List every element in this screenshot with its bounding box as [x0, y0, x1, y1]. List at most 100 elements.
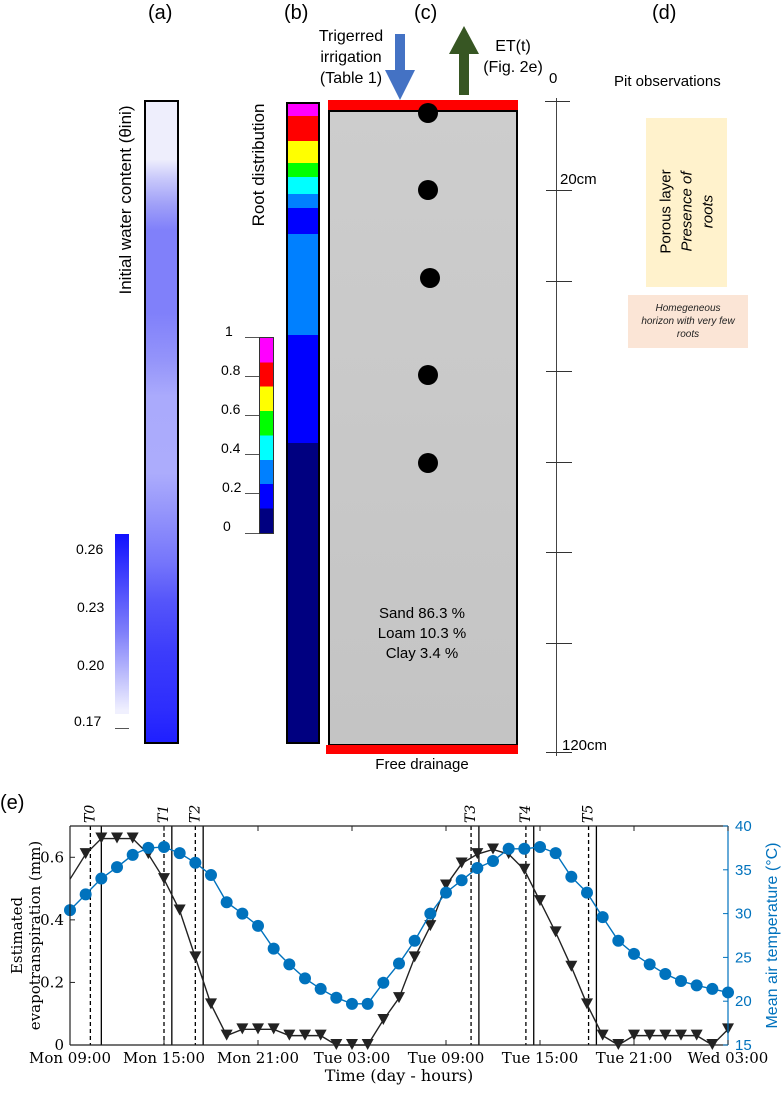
et-label-line: (Fig. 2e) — [483, 59, 543, 76]
panel-label-e: (e) — [0, 792, 25, 814]
root-segment — [288, 194, 318, 208]
event-label: T4 — [518, 805, 534, 823]
composition-line: Clay 3.4 % — [385, 645, 459, 662]
tick-mark — [245, 415, 259, 416]
et-point — [220, 1029, 233, 1041]
sensor-dot — [420, 268, 440, 288]
depth-label-20cm: 20cm — [560, 171, 597, 188]
panel-label-a: (a) — [148, 2, 173, 24]
et-arrow-icon — [449, 26, 479, 95]
x-axis-label: Time (day - hours) — [325, 1066, 474, 1085]
temperature-point — [408, 934, 421, 947]
temperature-point — [142, 841, 155, 854]
y2-tick-label: 30 — [735, 906, 752, 923]
x-tick-label: Wed 03:00 — [688, 1049, 769, 1067]
et-point — [675, 1029, 687, 1041]
temperature-point — [549, 847, 562, 860]
et-point — [95, 832, 108, 844]
et-label: ET(t) (Fig. 2e) — [478, 36, 548, 78]
irrigation-label: Trigerred irrigation (Table 1) — [296, 26, 406, 89]
temperature-point — [659, 968, 672, 981]
et-point — [518, 863, 531, 875]
sensor-dot — [418, 103, 438, 123]
event-label: T1 — [156, 805, 172, 823]
root-segment — [288, 234, 318, 335]
root-distribution-axis-label: Root distribution — [249, 103, 268, 227]
temperature-point — [361, 997, 374, 1010]
et-point — [252, 1023, 264, 1035]
temperature-point — [455, 874, 468, 887]
depth-tick — [546, 281, 572, 282]
et-point — [549, 926, 562, 938]
y2-tick-label: 35 — [735, 862, 752, 879]
temperature-point — [675, 975, 687, 988]
et-point — [471, 848, 484, 860]
colorbar-a-tick: 0.23 — [77, 599, 105, 615]
colorbar-b-tick: 0.4 — [221, 440, 241, 456]
temperature-line — [69, 846, 729, 1005]
temperature-point — [581, 886, 593, 899]
colorbar-a-tick-mark — [115, 728, 129, 729]
et-point — [126, 832, 139, 844]
et-point — [581, 998, 593, 1010]
y-tick-label: 0.6 — [40, 848, 64, 866]
temperature-point — [706, 982, 719, 995]
panel-label-d: (d) — [652, 2, 677, 24]
temperature-point — [189, 856, 202, 869]
et-point — [205, 998, 217, 1010]
y2-tick-label: 25 — [735, 949, 752, 966]
temperature-point — [377, 976, 390, 989]
root-colorbar — [259, 337, 274, 534]
panel-label-b: (b) — [284, 2, 309, 24]
irrigation-label-line: Trigerred — [318, 28, 384, 45]
temperature-point — [205, 869, 217, 882]
roots-line: roots — [699, 194, 717, 229]
y-tick-label: 0 — [54, 1036, 64, 1054]
x-tick-label: Tue 09:00 — [408, 1049, 485, 1067]
colorbar-a-tick: 0.20 — [77, 657, 105, 673]
event-label: T2 — [187, 805, 203, 823]
sensor-dot — [418, 453, 438, 473]
porous-layer-text: Porous layer Presence of roots — [656, 127, 719, 297]
et-point — [487, 843, 499, 855]
colorbar-b-tick: 0 — [223, 518, 231, 534]
temperature-point — [79, 888, 92, 901]
root-segment — [288, 163, 318, 177]
temperature-point — [471, 862, 484, 875]
tick-mark — [245, 454, 259, 455]
irrigation-label-line: (Table 1) — [319, 70, 383, 87]
free-drainage-label: Free drainage — [375, 756, 469, 773]
et-label-line: ET(t) — [495, 38, 531, 55]
depth-tick — [546, 752, 572, 753]
homogeneous-horizon-box: Homegeneous horizon with very few roots — [628, 295, 748, 348]
root-segment — [288, 104, 318, 116]
et-point — [111, 832, 123, 844]
et-point — [424, 920, 437, 932]
et-point — [440, 879, 452, 891]
et-point — [377, 1013, 390, 1025]
colorbar-b-tick: 0.6 — [221, 401, 241, 417]
tick-mark — [245, 493, 259, 494]
panel-label-c: (c) — [414, 2, 438, 24]
x-tick-label: Mon 15:00 — [123, 1049, 205, 1067]
y2-tick-label: 40 — [735, 818, 752, 835]
event-label: T0 — [82, 805, 98, 823]
x-tick-label: Tue 21:00 — [596, 1049, 673, 1067]
temperature-point — [424, 907, 437, 920]
water-content-axis-label: Initial water content (θini) — [116, 105, 135, 295]
temperature-point — [487, 855, 499, 868]
et-point — [158, 873, 170, 885]
y2-tick-label: 20 — [735, 993, 752, 1010]
y-axis-label-line: Estimated — [8, 897, 26, 975]
temperature-point — [111, 861, 123, 874]
temperature-point — [596, 911, 609, 924]
temperature-point — [393, 957, 405, 970]
depth-scale-line — [556, 98, 557, 756]
event-label: T3 — [463, 805, 479, 823]
colorbar-b-tick: 0.8 — [221, 362, 241, 378]
irrigation-label-line: irrigation — [320, 49, 382, 66]
tick-mark — [245, 376, 259, 377]
temperature-point — [173, 847, 186, 860]
tick-mark — [245, 337, 259, 338]
